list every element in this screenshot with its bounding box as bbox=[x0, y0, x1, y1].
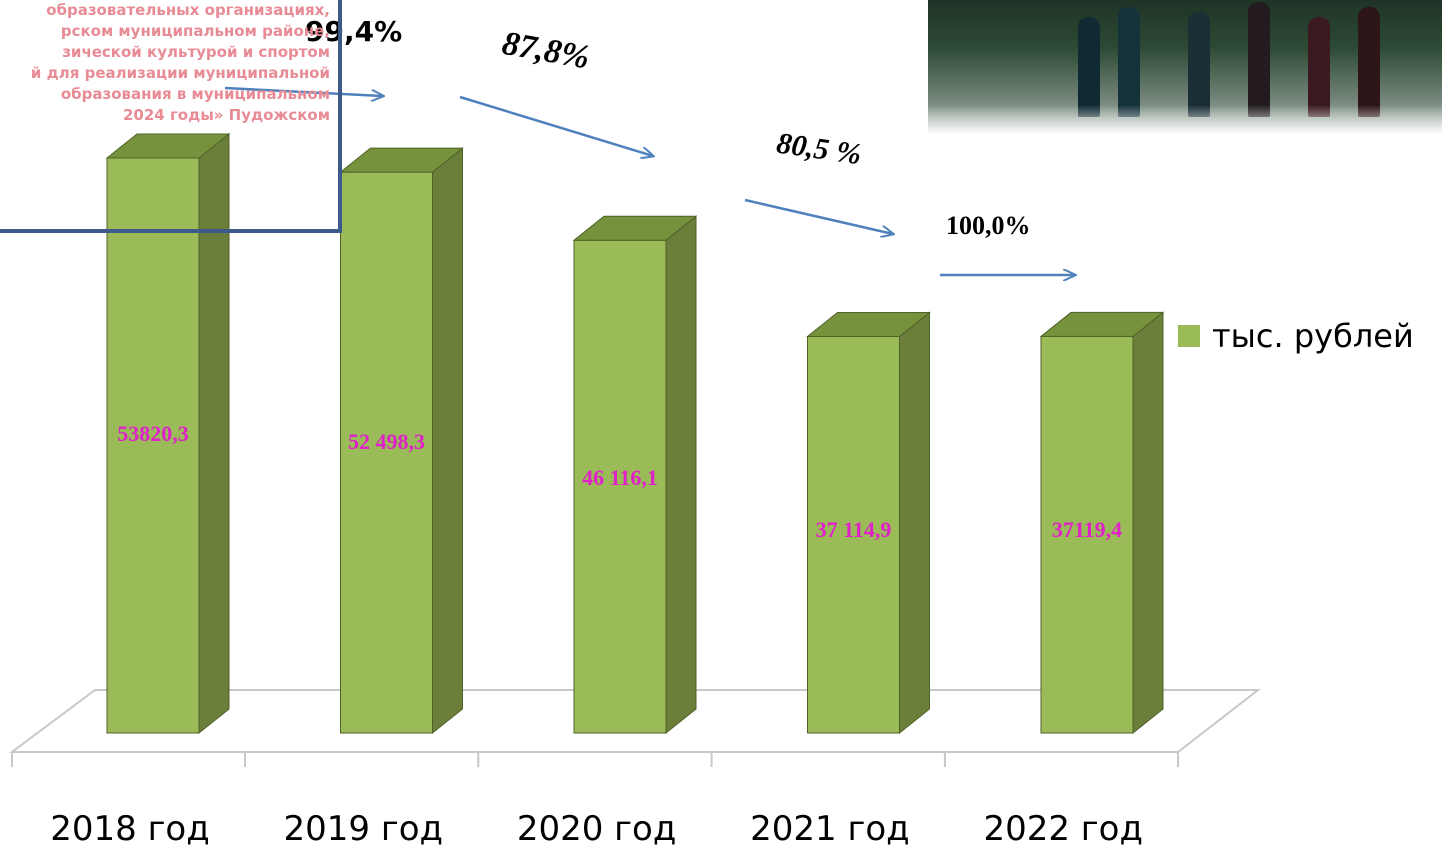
bar-side bbox=[1132, 311, 1164, 735]
overlay-line: й для реализации муниципальной bbox=[30, 64, 330, 82]
overlay-caption: образовательных организациях, рском муни… bbox=[0, 0, 330, 126]
data-label: 52 498,3 bbox=[348, 429, 425, 454]
chart-floor bbox=[8, 689, 1261, 753]
trend-arrow bbox=[459, 95, 653, 156]
bar bbox=[807, 335, 900, 734]
bar bbox=[106, 157, 200, 734]
trend-arrow bbox=[224, 86, 383, 96]
bar bbox=[573, 239, 667, 734]
overlay-line: образования в муниципальном bbox=[60, 85, 330, 103]
bar-top bbox=[339, 147, 464, 173]
bar-top bbox=[1039, 311, 1165, 337]
overlay-line: образовательных организациях, bbox=[46, 1, 330, 19]
percent-label: 87,8% bbox=[499, 25, 592, 77]
bar bbox=[340, 171, 433, 734]
data-label: 46 116,1 bbox=[582, 465, 658, 490]
bar-top bbox=[572, 215, 698, 241]
x-tick-label: 2018 год bbox=[50, 809, 210, 849]
x-tick-label: 2022 год bbox=[983, 809, 1143, 849]
percent-label: 100,0% bbox=[946, 211, 1031, 240]
bar-side bbox=[198, 132, 230, 735]
bar-side bbox=[665, 215, 697, 735]
x-tick-label: 2019 год bbox=[284, 809, 444, 849]
bar-side bbox=[432, 147, 463, 735]
bar bbox=[1040, 335, 1134, 734]
x-tick-label: 2021 год bbox=[750, 809, 910, 849]
data-label: 37119,4 bbox=[1052, 517, 1122, 542]
legend-label: тыс. рублей bbox=[1212, 317, 1414, 355]
data-label: 37 114,9 bbox=[816, 517, 892, 542]
x-tick-label: 2020 год bbox=[517, 809, 677, 849]
photo-image bbox=[928, 0, 1442, 135]
data-label: 53820,3 bbox=[117, 421, 189, 446]
bar-top bbox=[806, 311, 931, 337]
overlay-line: рском муниципальном районе, bbox=[60, 22, 330, 40]
trend-arrow bbox=[744, 198, 893, 234]
overlay-line: зической культурой и спортом bbox=[62, 43, 330, 61]
percent-label: 80,5 % bbox=[775, 127, 864, 172]
percent-label: 99,4% bbox=[305, 15, 402, 48]
bar-side bbox=[899, 311, 930, 735]
legend-swatch bbox=[1178, 325, 1200, 347]
bar-top bbox=[105, 133, 231, 159]
overlay-frame bbox=[0, 0, 342, 233]
overlay-line: 2024 годы» Пудожском bbox=[122, 106, 330, 124]
